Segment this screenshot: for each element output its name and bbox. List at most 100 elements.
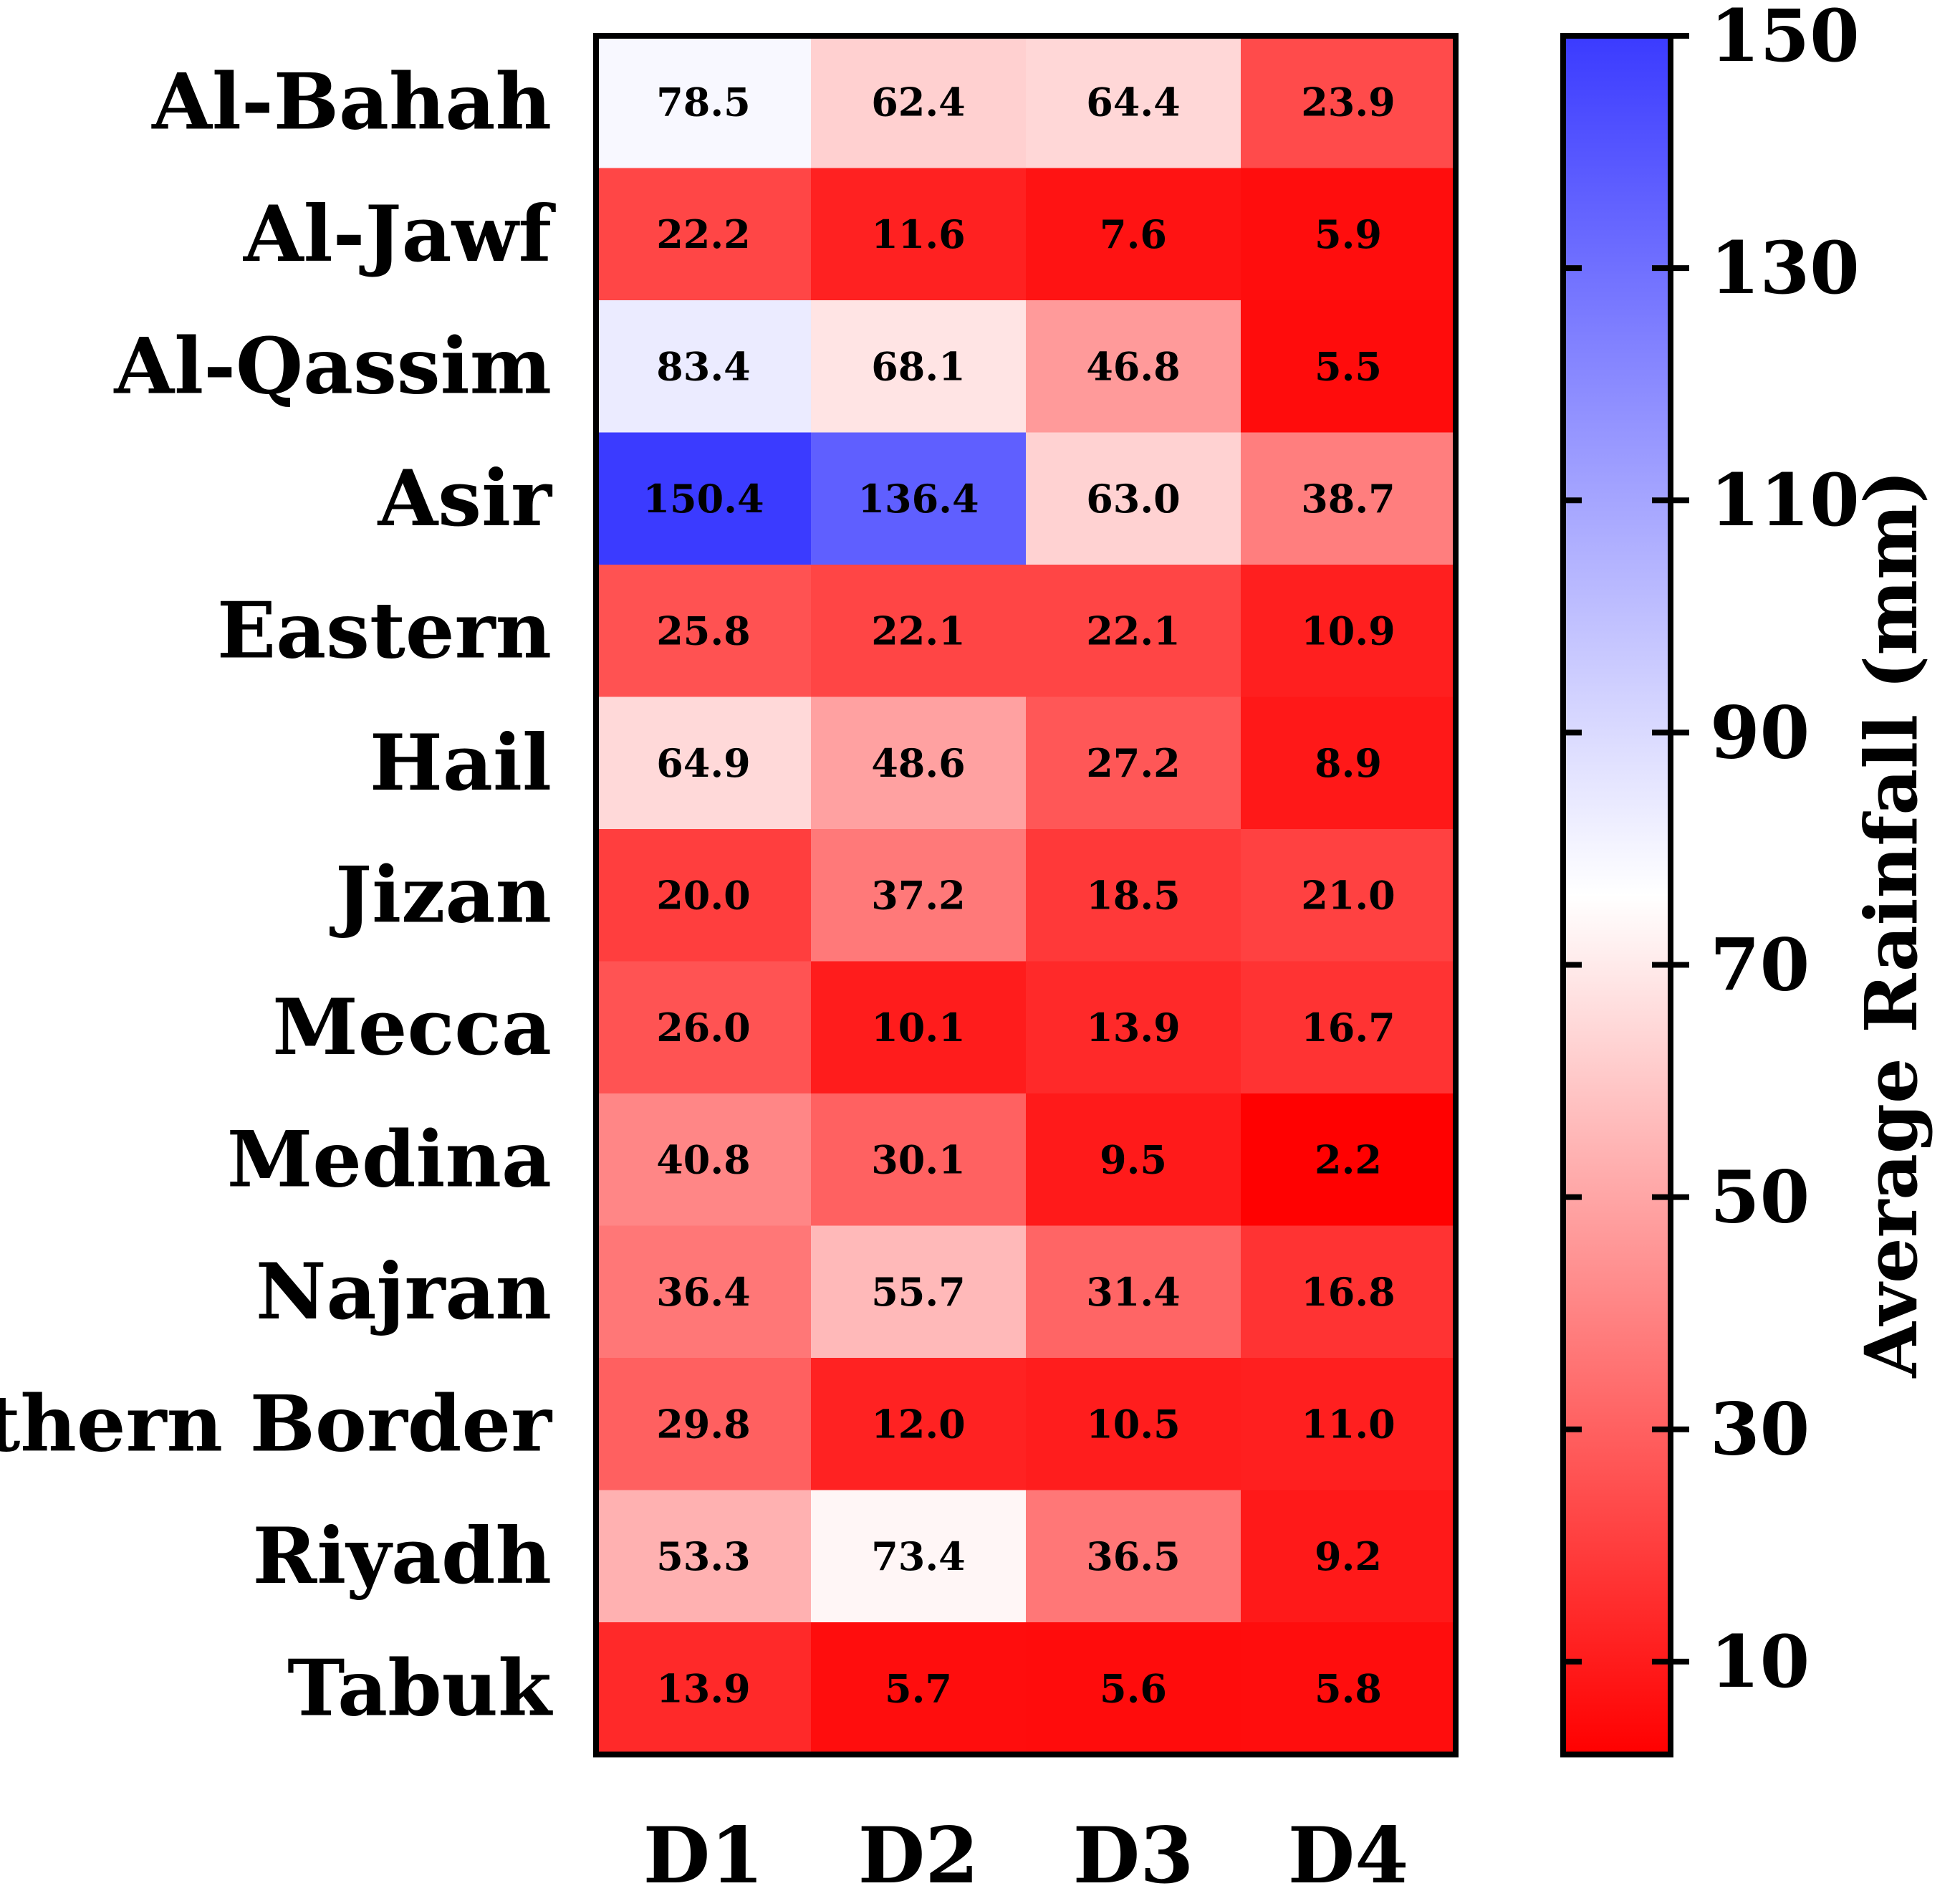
- cell-value-label: 12.0: [871, 1401, 966, 1447]
- heatmap-cell: [1241, 829, 1456, 962]
- colorbar-tick-label: 70: [1710, 922, 1810, 1007]
- heatmap-cell: [596, 696, 812, 830]
- heatmap-cell: [1026, 829, 1241, 962]
- cell-value-label: 20.0: [656, 872, 751, 918]
- cell-value-label: 73.4: [871, 1533, 966, 1579]
- row-label: Al-Bahah: [151, 57, 552, 147]
- heatmap-cell: [1026, 1093, 1241, 1226]
- colorbar-tick-label: 50: [1710, 1155, 1810, 1240]
- column-label: D3: [1073, 1811, 1194, 1896]
- cell-value-label: 22.1: [871, 608, 966, 653]
- heatmap-cell: [1241, 696, 1456, 830]
- row-label: Hail: [370, 718, 552, 808]
- row-label: Al-Jawf: [243, 189, 557, 279]
- cell-value-label: 7.6: [1100, 211, 1167, 257]
- heatmap-cell: [596, 1225, 812, 1359]
- cell-value-label: 48.6: [871, 740, 966, 786]
- cell-value-label: 55.7: [871, 1269, 966, 1315]
- cell-value-label: 5.7: [885, 1665, 952, 1711]
- heatmap-cell: [1026, 1358, 1241, 1490]
- cell-value-label: 5.8: [1315, 1665, 1382, 1711]
- heatmap-cell: [1241, 1622, 1456, 1755]
- heatmap-cell: [811, 696, 1027, 830]
- heatmap-cell: [1241, 1490, 1456, 1623]
- cell-value-label: 13.9: [656, 1665, 751, 1711]
- row-label: Al-Qassim: [113, 321, 552, 411]
- column-label: D1: [643, 1811, 764, 1896]
- row-label: Asir: [377, 454, 553, 544]
- heatmap-cell: [811, 1358, 1027, 1490]
- colorbar: 10 30 50 70 90 110 130 150 Average Rainfall (mm…: [1560, 0, 1933, 1758]
- heatmap-cell: [1026, 1225, 1241, 1359]
- heatmap-cell: [811, 565, 1027, 697]
- cell-value-label: 38.7: [1301, 476, 1395, 522]
- cell-value-label: 16.7: [1301, 1005, 1395, 1050]
- heatmap-cell: [1026, 432, 1241, 565]
- heatmap-cell: [596, 829, 812, 962]
- column-labels: D1 D2 D3 D4: [643, 1811, 1409, 1896]
- cell-value-label: 13.9: [1086, 1005, 1181, 1050]
- heatmap-cell: [811, 1622, 1027, 1755]
- heatmap-cell: [1026, 1622, 1241, 1755]
- heatmap-cell: [596, 36, 812, 168]
- cell-value-label: 9.2: [1315, 1533, 1382, 1579]
- heatmap-cell: [596, 168, 812, 301]
- heatmap-cell: [1241, 1225, 1456, 1359]
- row-label: Medina: [227, 1114, 552, 1205]
- heatmap-cell: [1241, 961, 1456, 1094]
- heatmap-cell: [1026, 1490, 1241, 1623]
- cell-value-label: 18.5: [1086, 872, 1181, 918]
- heatmap-cell: [596, 300, 812, 433]
- cell-value-label: 36.4: [656, 1269, 751, 1315]
- cell-value-label: 53.3: [656, 1533, 751, 1579]
- colorbar-tick-label: 130: [1710, 226, 1860, 310]
- cell-value-label: 22.1: [1086, 608, 1181, 653]
- heatmap-cell: [1241, 432, 1456, 565]
- colorbar-tick-label: 110: [1710, 458, 1860, 542]
- colorbar-gradient: [1560, 33, 1673, 1758]
- heatmap-cell: [811, 1490, 1027, 1623]
- heatmap-cell: [596, 1490, 812, 1623]
- column-label: D2: [858, 1811, 979, 1896]
- row-label: Najran: [256, 1247, 552, 1337]
- cell-value-label: 40.8: [656, 1136, 751, 1182]
- cell-value-label: 5.9: [1315, 211, 1382, 257]
- cell-value-label: 36.5: [1086, 1533, 1181, 1579]
- heatmap-cell: [811, 168, 1027, 301]
- heatmap-cell: [1026, 36, 1241, 168]
- colorbar-tick-label: 150: [1710, 0, 1860, 78]
- heatmap-cell: [596, 565, 812, 697]
- colorbar-title: Average Rainfall (mm): [1849, 470, 1933, 1379]
- heatmap-cell: [811, 432, 1027, 565]
- heatmap-cell: [811, 1225, 1027, 1359]
- cell-value-label: 9.5: [1100, 1136, 1167, 1182]
- row-labels: Al-Bahah Al-Jawf Al-Qassim Asir Eastern Hail J…: [0, 57, 557, 1733]
- heatmap-cell-labels: 78.5 62.4 64.4 23.9 22.2 11.6 7.6 5.9 83.4 68.1 46…: [643, 79, 1395, 1711]
- cell-value-label: 10.1: [871, 1005, 966, 1050]
- cell-value-label: 10.9: [1301, 608, 1395, 653]
- colorbar-tick-label: 90: [1710, 690, 1810, 775]
- cell-value-label: 23.9: [1301, 79, 1395, 125]
- heatmap-cell: [596, 1358, 812, 1490]
- colorbar-tick-label: 30: [1710, 1387, 1810, 1472]
- cell-value-label: 8.9: [1315, 740, 1382, 786]
- cell-value-label: 10.5: [1086, 1401, 1181, 1447]
- cell-value-label: 27.2: [1086, 740, 1181, 786]
- cell-value-label: 25.8: [656, 608, 751, 653]
- cell-value-label: 150.4: [643, 476, 764, 522]
- heatmap-cell: [1026, 696, 1241, 830]
- colorbar-tick-label: 10: [1710, 1619, 1810, 1704]
- cell-value-label: 62.4: [871, 79, 966, 125]
- cell-value-label: 64.9: [656, 740, 751, 786]
- heatmap-cell: [596, 961, 812, 1094]
- heatmap-cell: [1026, 168, 1241, 301]
- cell-value-label: 22.2: [656, 211, 751, 257]
- cell-value-label: 78.5: [656, 79, 751, 125]
- cell-value-label: 83.4: [656, 343, 751, 389]
- cell-value-label: 136.4: [858, 476, 979, 522]
- heatmap-cell: [811, 1093, 1027, 1226]
- heatmap-cell: [1026, 300, 1241, 433]
- row-label: Northern Border: [0, 1379, 553, 1469]
- heatmap-frame: [593, 33, 1459, 1758]
